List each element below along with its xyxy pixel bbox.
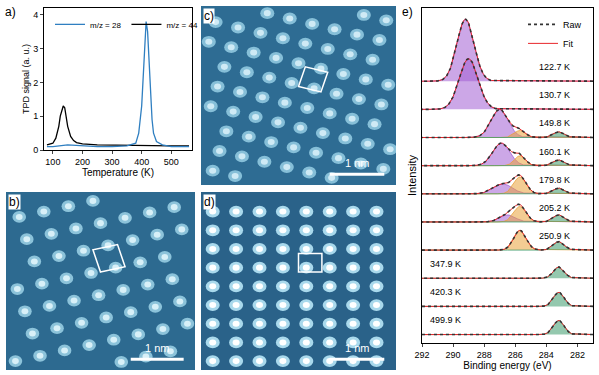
svg-text:420.3 K: 420.3 K	[430, 287, 461, 297]
svg-text:Binding energy (eV): Binding energy (eV)	[463, 360, 551, 371]
svg-text:1 nm: 1 nm	[145, 342, 169, 354]
svg-text:1 nm: 1 nm	[345, 157, 369, 169]
svg-text:347.9 K: 347.9 K	[430, 259, 461, 269]
svg-text:Temperature (K): Temperature (K)	[82, 167, 154, 178]
svg-text:122.7 K: 122.7 K	[539, 62, 570, 72]
svg-text:290: 290	[446, 350, 461, 360]
svg-text:d): d)	[204, 195, 215, 209]
svg-text:250.9 K: 250.9 K	[539, 231, 570, 241]
svg-text:m/z = 28: m/z = 28	[90, 20, 121, 29]
svg-text:Raw: Raw	[563, 20, 582, 30]
svg-text:Fit: Fit	[563, 39, 573, 49]
svg-text:2: 2	[33, 78, 38, 88]
svg-text:500: 500	[164, 157, 179, 167]
svg-text:0: 0	[33, 145, 38, 155]
svg-text:300: 300	[105, 157, 120, 167]
svg-text:1 nm: 1 nm	[345, 342, 369, 354]
svg-text:b): b)	[9, 195, 20, 209]
svg-text:130.7 K: 130.7 K	[539, 90, 570, 100]
svg-text:499.9 K: 499.9 K	[430, 315, 461, 325]
svg-text:200: 200	[75, 157, 90, 167]
svg-text:100: 100	[45, 157, 60, 167]
svg-text:286: 286	[508, 350, 523, 360]
svg-text:a): a)	[5, 5, 16, 19]
svg-text:282: 282	[570, 350, 585, 360]
svg-text:400: 400	[134, 157, 149, 167]
svg-text:149.8 K: 149.8 K	[539, 118, 570, 128]
svg-text:TPD signal (a. u.): TPD signal (a. u.)	[21, 44, 31, 114]
svg-text:179.8 K: 179.8 K	[539, 175, 570, 185]
svg-text:284: 284	[539, 350, 554, 360]
svg-text:292: 292	[414, 350, 429, 360]
svg-text:205.2 K: 205.2 K	[539, 203, 570, 213]
svg-text:1: 1	[33, 111, 38, 121]
svg-text:m/z = 44: m/z = 44	[166, 20, 197, 29]
svg-text:Intensity: Intensity	[406, 155, 418, 196]
svg-text:4: 4	[33, 10, 38, 20]
svg-text:3: 3	[33, 44, 38, 54]
svg-text:160.1 K: 160.1 K	[539, 147, 570, 157]
svg-text:288: 288	[477, 350, 492, 360]
svg-text:e): e)	[402, 5, 413, 19]
svg-text:c): c)	[204, 9, 214, 23]
